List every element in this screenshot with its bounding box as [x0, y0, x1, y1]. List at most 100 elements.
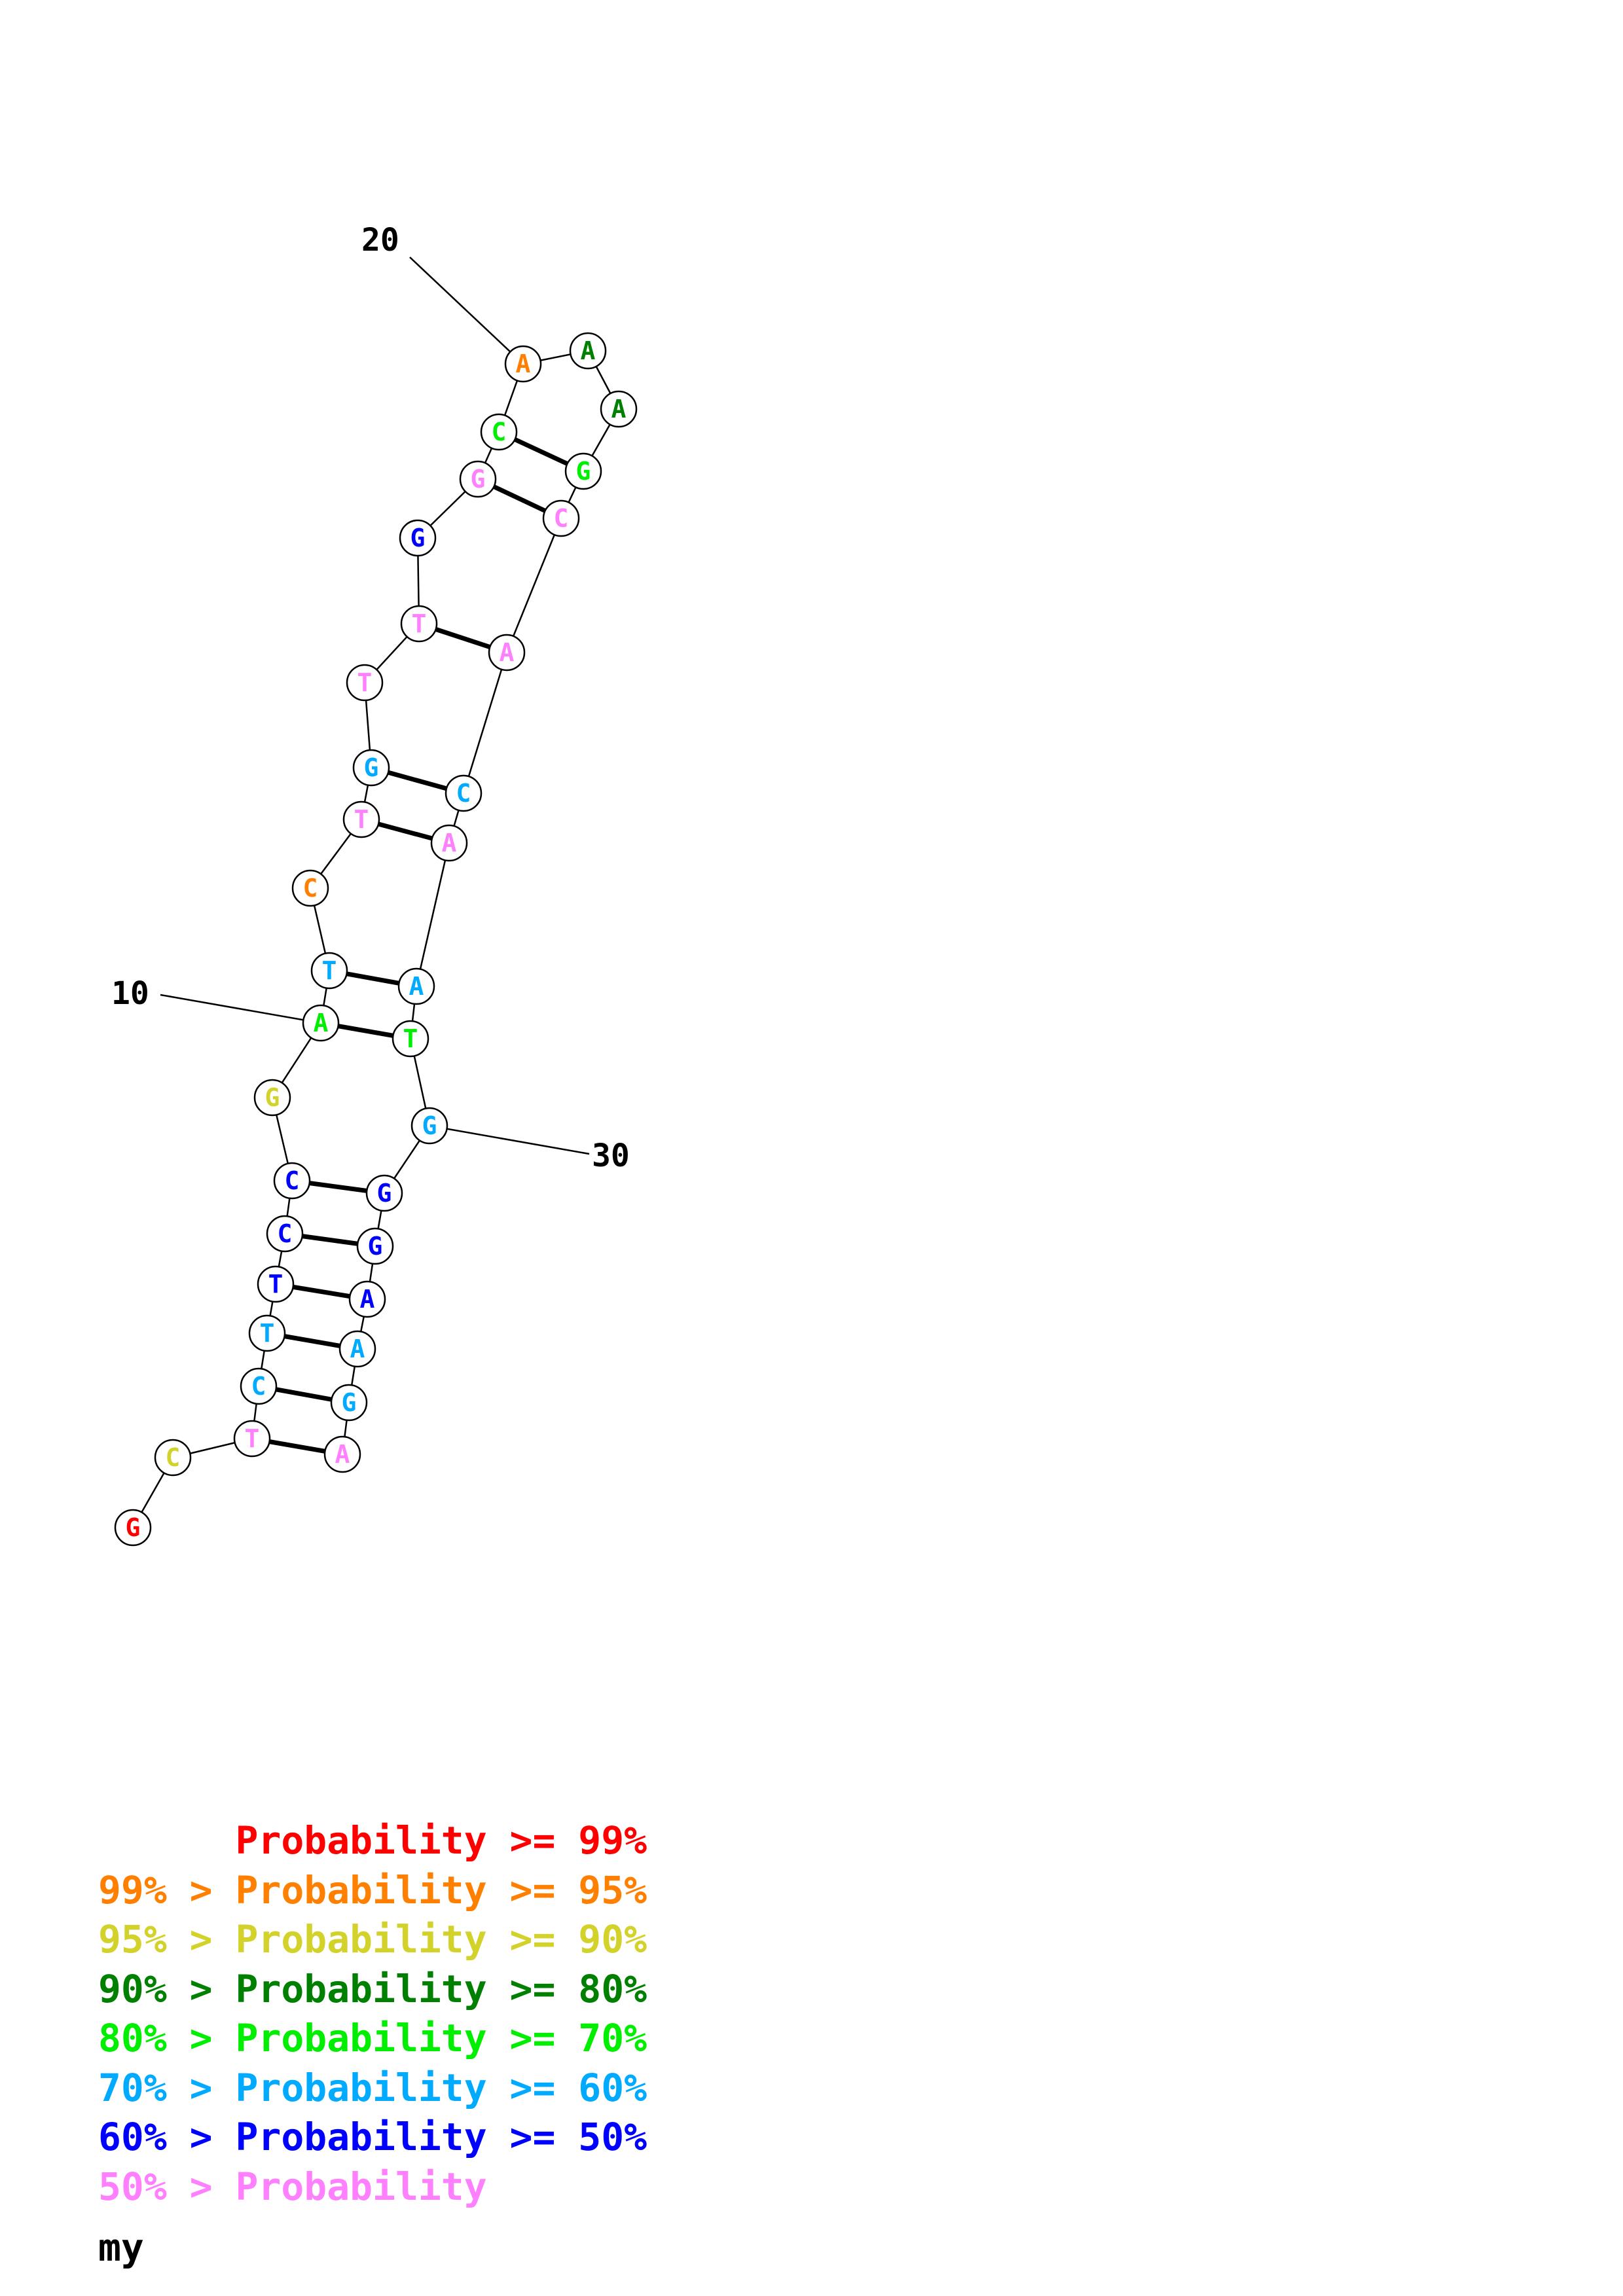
- nucleotide: G: [356, 1227, 394, 1265]
- nucleotide-circle: [338, 1330, 376, 1368]
- nucleotide: C: [291, 869, 329, 907]
- nucleotide-circle: [459, 460, 497, 498]
- nucleotide-base: C: [278, 1219, 293, 1248]
- legend-text: Probability: [235, 2164, 487, 2209]
- legend-prefix: 60% >: [98, 2115, 236, 2159]
- nucleotide: G: [253, 1079, 291, 1117]
- nucleotide-circle: [342, 800, 380, 838]
- nucleotide-circle: [310, 952, 348, 990]
- nucleotide-circle: [392, 1020, 429, 1058]
- nucleotide-base: A: [581, 336, 596, 365]
- position-label: 10: [111, 975, 149, 1012]
- nucleotide: T: [346, 664, 384, 702]
- legend-text: Probability >= 60%: [235, 2065, 647, 2110]
- nucleotide: A: [323, 1435, 361, 1473]
- legend-text: Probability >= 50%: [235, 2115, 647, 2159]
- nucleotide: C: [273, 1162, 311, 1200]
- nucleotide: T: [248, 1314, 286, 1352]
- nucleotide-circle: [346, 664, 384, 702]
- nucleotide: T: [310, 952, 348, 990]
- nucleotide: G: [399, 519, 437, 557]
- legend-prefix: 50% >: [98, 2164, 236, 2209]
- nucleotide-circle: [348, 1280, 386, 1318]
- probability-legend: Probability >= 99% 99% > Probability >= 9…: [98, 1816, 647, 2212]
- nucleotide-circle: [114, 1509, 152, 1547]
- position-label-line: [429, 1124, 590, 1155]
- legend-text: Probability >= 95%: [235, 1867, 647, 1912]
- legend-text: Probability >= 80%: [235, 1966, 647, 2011]
- legend-text: Probability >= 90%: [235, 1917, 647, 1962]
- legend-row: 99% > Probability >= 95%: [98, 1866, 647, 1916]
- legend-row: Probability >= 99%: [98, 1816, 647, 1866]
- position-label-line: [409, 257, 524, 365]
- nucleotide-base: G: [342, 1388, 357, 1417]
- nucleotide: G: [330, 1384, 368, 1422]
- legend-text: Probability >= 70%: [235, 2016, 647, 2060]
- nucleotide-base: T: [357, 668, 373, 697]
- nucleotide-circle: [356, 1227, 394, 1265]
- nucleotide-base: C: [492, 418, 507, 446]
- nucleotide-base: A: [314, 1009, 329, 1037]
- nucleotide-base: G: [576, 457, 591, 486]
- nucleotide-base: C: [303, 874, 318, 903]
- nucleotide-circle: [253, 1079, 291, 1117]
- nucleotide-base: T: [260, 1319, 275, 1348]
- nucleotide-circle: [352, 749, 390, 787]
- nucleotide: A: [569, 332, 607, 370]
- nucleotide-circle: [302, 1004, 340, 1042]
- nucleotide: A: [338, 1330, 376, 1368]
- nucleotide-circle: [504, 345, 542, 383]
- nucleotide-circle: [154, 1439, 192, 1477]
- nucleotide: C: [266, 1215, 304, 1253]
- nucleotide: A: [302, 1004, 340, 1042]
- nucleotide-circle: [233, 1420, 271, 1458]
- nucleotide-circle: [569, 332, 607, 370]
- nucleotide-base: G: [265, 1083, 280, 1112]
- nucleotide-base: T: [354, 805, 369, 834]
- nucleotide: T: [257, 1265, 295, 1303]
- nucleotide-circle: [397, 967, 435, 1005]
- legend-prefix: 99% >: [98, 1867, 236, 1912]
- nucleotide-base: G: [364, 753, 379, 782]
- nucleotide: G: [459, 460, 497, 498]
- legend-text: Probability >= 99%: [235, 1818, 647, 1863]
- nucleotide-base: A: [350, 1335, 365, 1363]
- position-label: 30: [592, 1138, 630, 1174]
- nucleotide: C: [480, 413, 518, 451]
- nucleotide-circle: [273, 1162, 311, 1200]
- caption: my: [98, 2225, 144, 2270]
- nucleotide-base: C: [456, 779, 471, 808]
- nucleotide: C: [240, 1367, 278, 1405]
- nucleotide: T: [342, 800, 380, 838]
- nucleotide: A: [430, 824, 468, 862]
- nucleotide: C: [542, 499, 580, 537]
- backbone-segment: [505, 518, 562, 653]
- nucleotide: A: [397, 967, 435, 1005]
- nucleotide-circle: [430, 824, 468, 862]
- legend-row: 90% > Probability >= 80%: [98, 1965, 647, 2015]
- nucleotide-base: A: [516, 350, 531, 378]
- nucleotide: A: [504, 345, 542, 383]
- nucleotide-circle: [399, 519, 437, 557]
- nucleotide-circle: [445, 774, 483, 812]
- nucleotide: G: [352, 749, 390, 787]
- nucleotide-circle: [480, 413, 518, 451]
- legend-row: 50% > Probability: [98, 2162, 647, 2212]
- position-label-line: [160, 994, 321, 1024]
- nucleotide-base: C: [285, 1166, 300, 1195]
- nucleotide-circle: [400, 605, 438, 643]
- position-label-lines: [160, 257, 590, 1155]
- nucleotide-circle: [257, 1265, 295, 1303]
- nucleotide: G: [410, 1107, 448, 1145]
- nucleotide: A: [488, 634, 526, 672]
- nucleotide-circle: [240, 1367, 278, 1405]
- nucleotide: G: [564, 452, 602, 490]
- nucleotide-base: A: [360, 1285, 375, 1314]
- nucleotide-circle: [248, 1314, 286, 1352]
- nucleotide-base: C: [166, 1443, 181, 1472]
- nucleotide-base: G: [126, 1513, 141, 1542]
- nucleotide-circle: [291, 869, 329, 907]
- legend-prefix: [98, 1818, 236, 1863]
